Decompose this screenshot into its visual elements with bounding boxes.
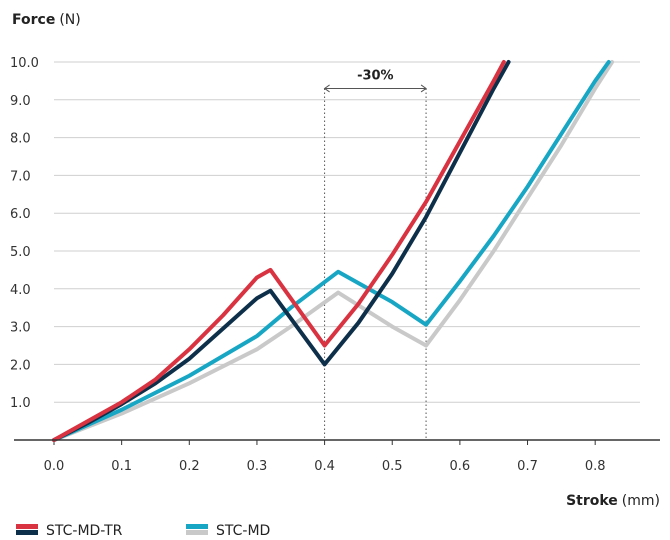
series-lines bbox=[52, 60, 615, 442]
y-axis-title: Force (N) bbox=[12, 12, 81, 28]
series-line-3 bbox=[52, 60, 615, 442]
x-tick-label-7: 0.7 bbox=[517, 459, 538, 474]
series-line-1 bbox=[52, 60, 511, 442]
annotation-arrowhead-left bbox=[323, 84, 330, 93]
y-tick-label-2: 3.0 bbox=[10, 321, 31, 336]
legend-item-stc-md-tr: STC-MD-TR bbox=[16, 523, 123, 539]
legend-item-stc-md: STC-MD bbox=[186, 523, 270, 539]
annotation-group: -30% bbox=[323, 68, 427, 440]
x-axis-title-main: Stroke bbox=[566, 493, 618, 509]
y-axis-title-unit: (N) bbox=[59, 12, 80, 28]
legend-swatch-stc-md-top bbox=[186, 524, 208, 529]
legend: STC-MD-TR STC-MD bbox=[16, 523, 270, 539]
y-tick-label-7: 8.0 bbox=[10, 132, 31, 147]
y-tick-label-6: 7.0 bbox=[10, 169, 31, 184]
x-axis-title-unit: (mm) bbox=[622, 493, 660, 509]
series-line-0 bbox=[52, 60, 506, 442]
x-tick-label-5: 0.5 bbox=[382, 459, 403, 474]
legend-swatch-stc-md-bottom bbox=[186, 530, 208, 535]
y-tick-label-3: 4.0 bbox=[10, 283, 31, 298]
legend-label-stc-md: STC-MD bbox=[216, 523, 270, 539]
x-tick-label-4: 0.4 bbox=[314, 459, 335, 474]
x-tick-label-1: 0.1 bbox=[111, 459, 132, 474]
y-tick-label-4: 5.0 bbox=[10, 245, 31, 260]
x-axis-title: Stroke (mm) bbox=[566, 493, 660, 509]
grid-lines bbox=[54, 61, 640, 403]
x-tick-labels: 0.0 0.1 0.2 0.3 0.4 0.5 0.6 0.7 0.8 bbox=[44, 440, 606, 474]
series-line-2 bbox=[52, 60, 611, 442]
y-tick-label-9: 10.0 bbox=[10, 56, 39, 71]
y-axis-title-main: Force bbox=[12, 12, 55, 28]
x-tick-label-0: 0.0 bbox=[44, 459, 65, 474]
legend-swatch-stc-md-tr-top bbox=[16, 524, 38, 529]
legend-label-stc-md-tr: STC-MD-TR bbox=[46, 523, 123, 539]
x-tick-label-3: 0.3 bbox=[247, 459, 268, 474]
x-tick-label-6: 0.6 bbox=[450, 459, 471, 474]
y-tick-label-0: 1.0 bbox=[10, 396, 31, 411]
legend-swatch-stc-md-tr-bottom bbox=[16, 530, 38, 535]
annotation-arrowhead-right bbox=[420, 84, 427, 93]
x-tick-label-2: 0.2 bbox=[179, 459, 200, 474]
x-tick-label-8: 0.8 bbox=[585, 459, 606, 474]
y-tick-label-5: 6.0 bbox=[10, 207, 31, 222]
annotation-label: -30% bbox=[357, 68, 394, 83]
y-tick-label-8: 9.0 bbox=[10, 94, 31, 109]
y-tick-label-1: 2.0 bbox=[10, 358, 31, 373]
y-tick-labels: 1.0 2.0 3.0 4.0 5.0 6.0 7.0 8.0 9.0 10.0 bbox=[10, 56, 39, 411]
